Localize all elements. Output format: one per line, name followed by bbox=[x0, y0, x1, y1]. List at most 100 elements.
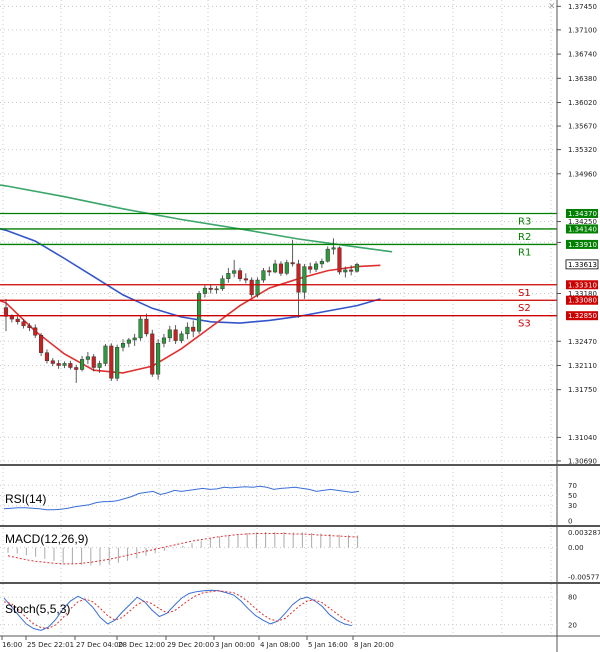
stoch-label: Stoch(5,5,3) bbox=[5, 602, 70, 616]
candle-body bbox=[226, 273, 231, 279]
candle-body bbox=[197, 293, 202, 332]
level-label-r3: R3 bbox=[518, 216, 531, 227]
macd-tick-label: 0.003287 bbox=[568, 529, 600, 537]
level-tag-box bbox=[566, 208, 598, 218]
candle-body bbox=[120, 343, 126, 348]
candle bbox=[314, 261, 319, 272]
price-tick-label: 1.36380 bbox=[568, 75, 597, 83]
candle-body bbox=[191, 326, 196, 332]
macd-tick-label: -0.005772 bbox=[568, 573, 600, 581]
macd-tick-label: 0.00 bbox=[568, 544, 584, 552]
candle-body bbox=[44, 352, 50, 362]
candle bbox=[33, 324, 38, 338]
price-tick-label: 1.37450 bbox=[568, 3, 597, 11]
candle-body bbox=[290, 262, 295, 265]
candle bbox=[97, 360, 102, 373]
candle bbox=[185, 322, 190, 340]
candle-body bbox=[103, 345, 108, 364]
candle bbox=[144, 313, 149, 337]
price-tick-label: 1.36020 bbox=[568, 99, 597, 107]
corner-close-icon[interactable]: ✕ bbox=[548, 2, 556, 12]
candle bbox=[226, 267, 231, 283]
level-tag-box bbox=[566, 295, 598, 305]
candle-body bbox=[314, 263, 319, 270]
candle bbox=[255, 277, 260, 298]
candle-body bbox=[138, 318, 143, 339]
time-tick-label: 27 Dec 04:00 bbox=[76, 641, 123, 649]
level-tag-value: 1.34370 bbox=[568, 210, 597, 218]
candle-body bbox=[115, 347, 120, 379]
level-tag-box bbox=[566, 224, 598, 234]
candle bbox=[349, 265, 354, 276]
time-tick-label: 4 Jan 08:00 bbox=[260, 641, 300, 649]
candle-body bbox=[50, 360, 55, 364]
candle bbox=[62, 361, 67, 369]
candle-body bbox=[39, 334, 44, 353]
candle bbox=[331, 238, 336, 255]
candle bbox=[308, 262, 313, 274]
rsi-tick-label: 30 bbox=[568, 502, 577, 510]
candle-body bbox=[161, 337, 166, 344]
candle-body bbox=[33, 327, 38, 336]
candle bbox=[27, 323, 32, 332]
candle bbox=[319, 258, 324, 268]
candle-body bbox=[9, 316, 14, 320]
candle bbox=[284, 259, 289, 276]
price-tick-label: 1.32470 bbox=[568, 338, 597, 346]
level-price-tags: 1.34370 1.34140 1.33910 1.33310 1.33080 1.328… bbox=[565, 208, 599, 321]
level-tag-value: 1.33080 bbox=[568, 297, 597, 305]
level-tag-value: 1.33310 bbox=[568, 281, 597, 289]
candle-body bbox=[214, 288, 219, 291]
time-tick-label: 29 Dec 20:00 bbox=[167, 641, 214, 649]
rsi-tick-label: 0 bbox=[568, 518, 572, 526]
candle bbox=[156, 339, 161, 380]
candlesticks bbox=[3, 238, 360, 383]
candle bbox=[126, 337, 131, 348]
candle-body bbox=[267, 270, 272, 273]
stoch-panel: 80 20 bbox=[0, 589, 577, 631]
candle-body bbox=[179, 333, 184, 341]
candle-body bbox=[284, 262, 289, 274]
candle-body bbox=[220, 278, 225, 290]
candle-body bbox=[296, 263, 301, 293]
moving-average-blue bbox=[0, 227, 381, 324]
candle bbox=[220, 275, 225, 291]
candle-body bbox=[185, 326, 190, 335]
candle-body bbox=[331, 247, 336, 250]
current-price-value: 1.33613 bbox=[568, 261, 597, 269]
candle bbox=[21, 319, 26, 329]
candle-body bbox=[261, 270, 266, 281]
candle bbox=[173, 325, 178, 344]
level-label-r1: R1 bbox=[518, 247, 531, 258]
candle-body bbox=[91, 356, 96, 368]
candle-body bbox=[354, 264, 360, 272]
candle bbox=[273, 259, 278, 274]
candle bbox=[50, 358, 55, 367]
candle-body bbox=[319, 260, 324, 265]
candle bbox=[115, 344, 120, 381]
candle bbox=[120, 339, 126, 352]
candle-body bbox=[337, 247, 342, 273]
current-price-box bbox=[565, 259, 599, 270]
level-label-r2: R2 bbox=[518, 232, 531, 243]
macd-label: MACD(12,26,9) bbox=[5, 532, 88, 546]
candle-body bbox=[62, 363, 67, 366]
candle bbox=[91, 354, 96, 372]
candle bbox=[261, 267, 266, 283]
price-tick-label: 1.30690 bbox=[568, 457, 597, 465]
candle-body bbox=[208, 287, 213, 290]
candle bbox=[74, 364, 79, 383]
level-tag-box bbox=[566, 280, 598, 290]
level-label-s2: S2 bbox=[518, 303, 531, 314]
candle bbox=[167, 325, 172, 342]
candle bbox=[354, 262, 360, 273]
candle bbox=[278, 261, 283, 277]
price-tick-label: 1.36740 bbox=[568, 51, 597, 59]
grid-lines bbox=[0, 0, 557, 636]
candle-body bbox=[237, 270, 243, 279]
pivot-levels: R3 R2 R1 S1 S2 S3 bbox=[0, 212, 557, 330]
stoch-d-line bbox=[3, 590, 352, 630]
price-tick-label: 1.31750 bbox=[568, 386, 597, 394]
